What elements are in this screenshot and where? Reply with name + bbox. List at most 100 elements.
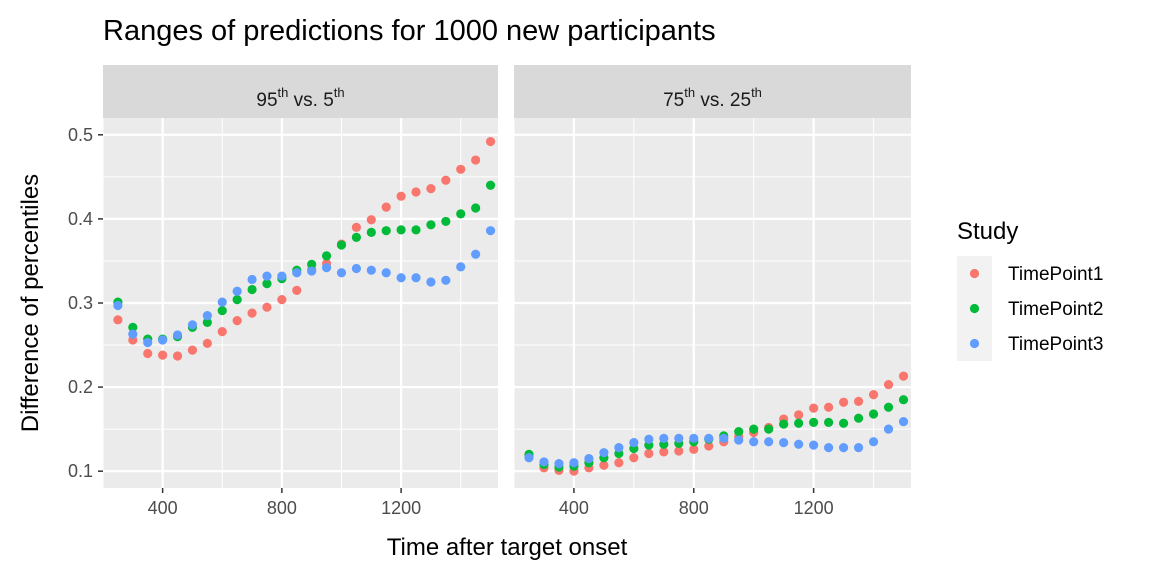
point-timepoint1 xyxy=(659,447,669,457)
point-timepoint3 xyxy=(485,226,496,236)
panel-2-strip xyxy=(514,65,911,118)
y-axis: 0.1 0.2 0.3 0.4 0.5 xyxy=(68,125,103,481)
point-timepoint3 xyxy=(554,459,564,469)
y-tick-label: 0.2 xyxy=(68,377,93,397)
point-timepoint2 xyxy=(232,295,242,305)
point-timepoint1 xyxy=(232,316,242,326)
point-timepoint3 xyxy=(471,249,481,259)
panel-1-points xyxy=(113,136,496,361)
legend-label: TimePoint1 xyxy=(1008,264,1103,285)
legend-label: TimePoint2 xyxy=(1008,299,1103,320)
point-timepoint2 xyxy=(809,417,819,428)
point-timepoint1 xyxy=(277,295,287,305)
point-timepoint3 xyxy=(584,453,594,464)
point-timepoint3 xyxy=(336,268,347,278)
point-timepoint1 xyxy=(868,390,879,400)
point-timepoint2 xyxy=(734,427,744,437)
point-timepoint3 xyxy=(749,437,759,447)
chart-title: Ranges of predictions for 1000 new parti… xyxy=(103,15,716,47)
point-timepoint3 xyxy=(158,335,168,345)
point-timepoint2 xyxy=(262,279,272,289)
panel-2-x-axis: 400 800 1200 xyxy=(559,488,834,518)
point-timepoint2 xyxy=(351,232,361,243)
point-timepoint3 xyxy=(704,433,714,443)
point-timepoint3 xyxy=(853,443,864,453)
point-timepoint3 xyxy=(569,458,579,468)
point-timepoint3 xyxy=(232,286,242,296)
point-timepoint3 xyxy=(644,434,654,444)
legend-key-point xyxy=(969,268,980,279)
point-timepoint3 xyxy=(441,275,451,285)
x-tick-label: 400 xyxy=(148,498,178,518)
point-timepoint1 xyxy=(456,164,466,174)
panel-1-gridlines xyxy=(102,118,498,488)
point-timepoint2 xyxy=(749,424,759,434)
point-timepoint1 xyxy=(172,351,183,361)
point-timepoint1 xyxy=(629,453,639,463)
point-timepoint1 xyxy=(838,397,849,407)
point-timepoint2 xyxy=(868,409,879,419)
point-timepoint3 xyxy=(411,273,421,283)
point-timepoint2 xyxy=(426,220,436,230)
legend-title: Study xyxy=(957,218,1018,245)
point-timepoint3 xyxy=(307,266,317,276)
point-timepoint1 xyxy=(217,326,227,337)
point-timepoint1 xyxy=(485,136,496,147)
point-timepoint3 xyxy=(539,457,549,467)
point-timepoint2 xyxy=(307,259,317,269)
point-timepoint3 xyxy=(396,273,406,283)
point-timepoint2 xyxy=(202,317,212,327)
point-timepoint1 xyxy=(644,448,654,459)
point-timepoint2 xyxy=(247,284,257,295)
point-timepoint3 xyxy=(719,433,729,443)
point-timepoint2 xyxy=(883,402,894,412)
point-timepoint1 xyxy=(689,444,699,454)
point-timepoint2 xyxy=(485,180,496,190)
point-timepoint3 xyxy=(456,262,466,272)
point-timepoint2 xyxy=(396,225,406,235)
point-timepoint2 xyxy=(794,418,804,428)
point-timepoint3 xyxy=(809,440,819,450)
point-timepoint1 xyxy=(794,410,804,420)
point-timepoint1 xyxy=(853,396,864,406)
point-timepoint1 xyxy=(809,403,819,413)
point-timepoint1 xyxy=(614,458,624,468)
point-timepoint3 xyxy=(187,320,198,330)
point-timepoint3 xyxy=(659,433,669,443)
point-timepoint3 xyxy=(838,443,849,453)
point-timepoint2 xyxy=(217,305,227,316)
point-timepoint3 xyxy=(794,439,804,449)
point-timepoint1 xyxy=(883,379,894,390)
point-timepoint2 xyxy=(853,413,864,423)
point-timepoint3 xyxy=(247,274,257,285)
point-timepoint2 xyxy=(366,227,376,237)
point-timepoint1 xyxy=(426,184,436,194)
point-timepoint2 xyxy=(411,225,421,235)
panel-2-strip-label: 75th vs. 25th xyxy=(663,85,762,111)
point-timepoint3 xyxy=(172,330,183,340)
point-timepoint3 xyxy=(824,443,834,453)
point-timepoint3 xyxy=(426,277,436,287)
point-timepoint3 xyxy=(734,435,744,445)
point-timepoint2 xyxy=(441,216,451,227)
point-timepoint1 xyxy=(674,446,684,456)
point-timepoint3 xyxy=(292,268,302,278)
point-timepoint2 xyxy=(471,203,481,213)
x-tick-label: 1200 xyxy=(381,498,421,518)
point-timepoint2 xyxy=(779,419,789,429)
point-timepoint3 xyxy=(381,268,391,278)
point-timepoint1 xyxy=(441,175,451,185)
point-timepoint2 xyxy=(898,395,909,405)
point-timepoint3 xyxy=(113,300,123,311)
point-timepoint1 xyxy=(471,155,481,165)
point-timepoint3 xyxy=(202,311,212,321)
panel-1: 95th vs. 5th xyxy=(102,65,498,488)
panel-1-strip xyxy=(103,65,498,118)
point-timepoint1 xyxy=(824,402,834,412)
point-timepoint1 xyxy=(187,345,198,355)
point-timepoint1 xyxy=(898,371,909,381)
point-timepoint3 xyxy=(524,453,534,463)
x-axis-title: Time after target onset xyxy=(387,534,628,561)
panel-1-strip-label: 95th vs. 5th xyxy=(256,85,344,111)
legend-key-point xyxy=(969,303,980,314)
